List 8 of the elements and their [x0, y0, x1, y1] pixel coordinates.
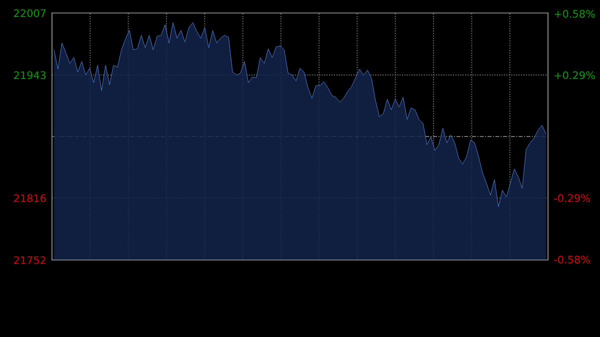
y-tick-label: 22007 — [14, 9, 46, 18]
y-tick-label: 21816 — [14, 194, 46, 202]
y2-tick-label: -0.29% — [554, 194, 590, 202]
y2-tick-label: +0.29% — [554, 71, 595, 80]
y2-tick-label: -0.58% — [554, 256, 590, 264]
y2-tick-label: +0.58% — [554, 10, 595, 18]
y-tick-label: 21943 — [14, 71, 46, 80]
y-tick-label: 21752 — [14, 256, 46, 264]
